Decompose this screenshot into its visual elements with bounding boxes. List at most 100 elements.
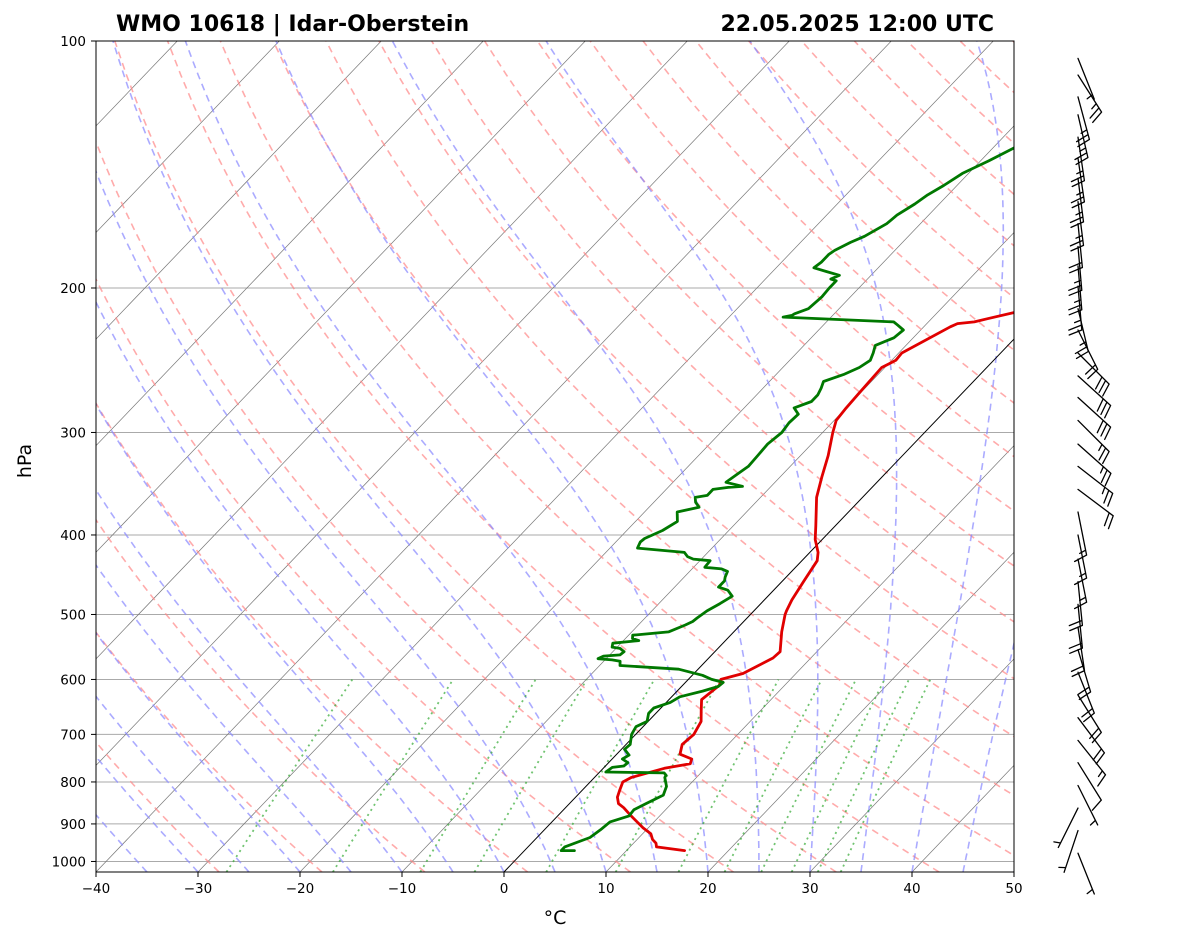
dry-adiabat-0 <box>96 401 529 872</box>
sounding-series <box>559 146 1014 852</box>
dry-adiabat-110 <box>536 41 1014 512</box>
dry-adiabat-190 <box>959 41 1014 94</box>
x-tick-label: 20 <box>699 881 716 897</box>
mixing-ratio-line <box>816 679 910 872</box>
moist-adiabat--10 <box>96 488 403 872</box>
dry-adiabat-50 <box>219 41 1014 857</box>
y-axis-label: hPa <box>14 444 36 478</box>
mixing-ratio-line <box>723 678 823 872</box>
moist-adiabat--15 <box>96 563 352 872</box>
wind-barb <box>1068 603 1084 654</box>
wind-barb <box>1077 694 1102 744</box>
wind-barb <box>1068 285 1083 336</box>
isotherm-40 <box>911 764 1014 872</box>
dry-adiabat-130 <box>642 41 1014 405</box>
dry-adiabat-160 <box>801 41 1014 247</box>
wind-barb <box>1077 329 1099 380</box>
x-tick-label: −20 <box>286 881 315 897</box>
isotherm-10 <box>605 445 1014 872</box>
x-tick-label: 40 <box>903 881 920 897</box>
mixing-ratio-lines <box>225 678 932 872</box>
mixing-ratio-line <box>332 678 454 872</box>
dry-adiabat-10 <box>96 277 631 872</box>
isotherm--40 <box>96 41 892 872</box>
moist-adiabat-5 <box>96 169 556 872</box>
y-tick-label: 600 <box>60 672 86 688</box>
mixing-ratio-line <box>545 678 656 872</box>
moist-adiabat--25 <box>96 695 250 872</box>
isotherm-50 <box>1013 871 1014 872</box>
isotherm--10 <box>401 231 1014 872</box>
dry-adiabat-150 <box>748 41 1014 299</box>
y-tick-label: 700 <box>60 727 86 743</box>
dry-adiabat-30 <box>114 41 837 872</box>
wind-barb <box>1077 717 1106 765</box>
wind-barb <box>1077 352 1110 397</box>
x-axis: −40 −30 −20 −10 0 10 20 30 40 50 <box>82 872 1023 897</box>
mixing-ratio-line <box>760 678 857 872</box>
mixing-ratio-line <box>614 678 721 872</box>
y-axis: 100 200 300 400 500 600 700 800 900 1000 <box>52 34 96 870</box>
isotherm-20 <box>707 551 1014 872</box>
wind-barbs <box>1053 57 1114 895</box>
y-tick-label: 300 <box>60 425 86 441</box>
wind-barb <box>1069 201 1085 252</box>
temperature-line <box>616 311 1014 852</box>
wind-barb <box>1053 807 1079 849</box>
isotherm--80 <box>96 41 484 447</box>
chart-title-left: WMO 10618 | Idar-Oberstein <box>116 12 469 37</box>
wind-barb <box>1073 511 1088 563</box>
dry-adiabat-100 <box>483 41 1014 567</box>
plot-frame <box>95 40 1015 873</box>
wind-barb <box>1075 96 1091 148</box>
dry-adiabat-80 <box>378 41 1014 680</box>
isotherm--60 <box>96 41 688 660</box>
wind-barb <box>1069 177 1085 229</box>
dry-adiabat-40 <box>166 41 940 872</box>
y-tick-label: 900 <box>60 817 86 833</box>
moist-adiabat-50 <box>1013 868 1014 872</box>
wind-barb <box>1077 396 1112 441</box>
dry-adiabat-180 <box>906 41 1014 145</box>
y-tick-label: 200 <box>60 281 86 297</box>
wind-barb <box>1077 671 1095 723</box>
mixing-ratio-line <box>839 679 932 872</box>
wind-barb <box>1068 245 1083 296</box>
wind-barb <box>1073 534 1088 586</box>
isotherm--100 <box>96 41 280 234</box>
wind-barb <box>1077 419 1110 465</box>
isotherms <box>0 41 1014 872</box>
wind-barb <box>1077 443 1112 487</box>
isotherm--120 <box>0 41 75 872</box>
x-tick-label: 50 <box>1005 881 1022 897</box>
dry-adiabat-60 <box>272 41 1014 797</box>
chart-title-right: 22.05.2025 12:00 UTC <box>720 12 994 37</box>
moist-adiabats <box>96 41 1014 872</box>
x-tick-label: 10 <box>597 881 614 897</box>
dry-adiabat-20 <box>96 139 734 872</box>
x-axis-label: °C <box>544 907 567 929</box>
moist-adiabat--5 <box>96 402 454 872</box>
wind-barb <box>1077 375 1112 419</box>
dry-adiabat--10 <box>96 518 426 872</box>
wind-barb <box>1068 265 1083 316</box>
dewpoint-line <box>559 146 1014 852</box>
moist-adiabat-40 <box>911 41 1005 872</box>
isotherm-30 <box>809 658 1014 872</box>
moist-adiabat-15 <box>184 41 658 872</box>
y-tick-label: 500 <box>60 607 86 623</box>
moist-adiabat-30 <box>545 41 819 872</box>
wind-barb <box>1077 74 1103 124</box>
isotherm--20 <box>299 125 1014 872</box>
x-tick-label: 0 <box>500 881 509 897</box>
moist-adiabat-25 <box>391 41 760 872</box>
wind-barb <box>1077 762 1102 811</box>
moist-adiabat-0 <box>96 300 505 872</box>
y-tick-label: 100 <box>60 34 86 50</box>
pressure-gridlines <box>96 41 1014 862</box>
x-tick-label: 30 <box>801 881 818 897</box>
x-tick-label: −40 <box>82 881 111 897</box>
moist-adiabat--20 <box>96 631 301 872</box>
mixing-ratio-line <box>473 678 588 872</box>
